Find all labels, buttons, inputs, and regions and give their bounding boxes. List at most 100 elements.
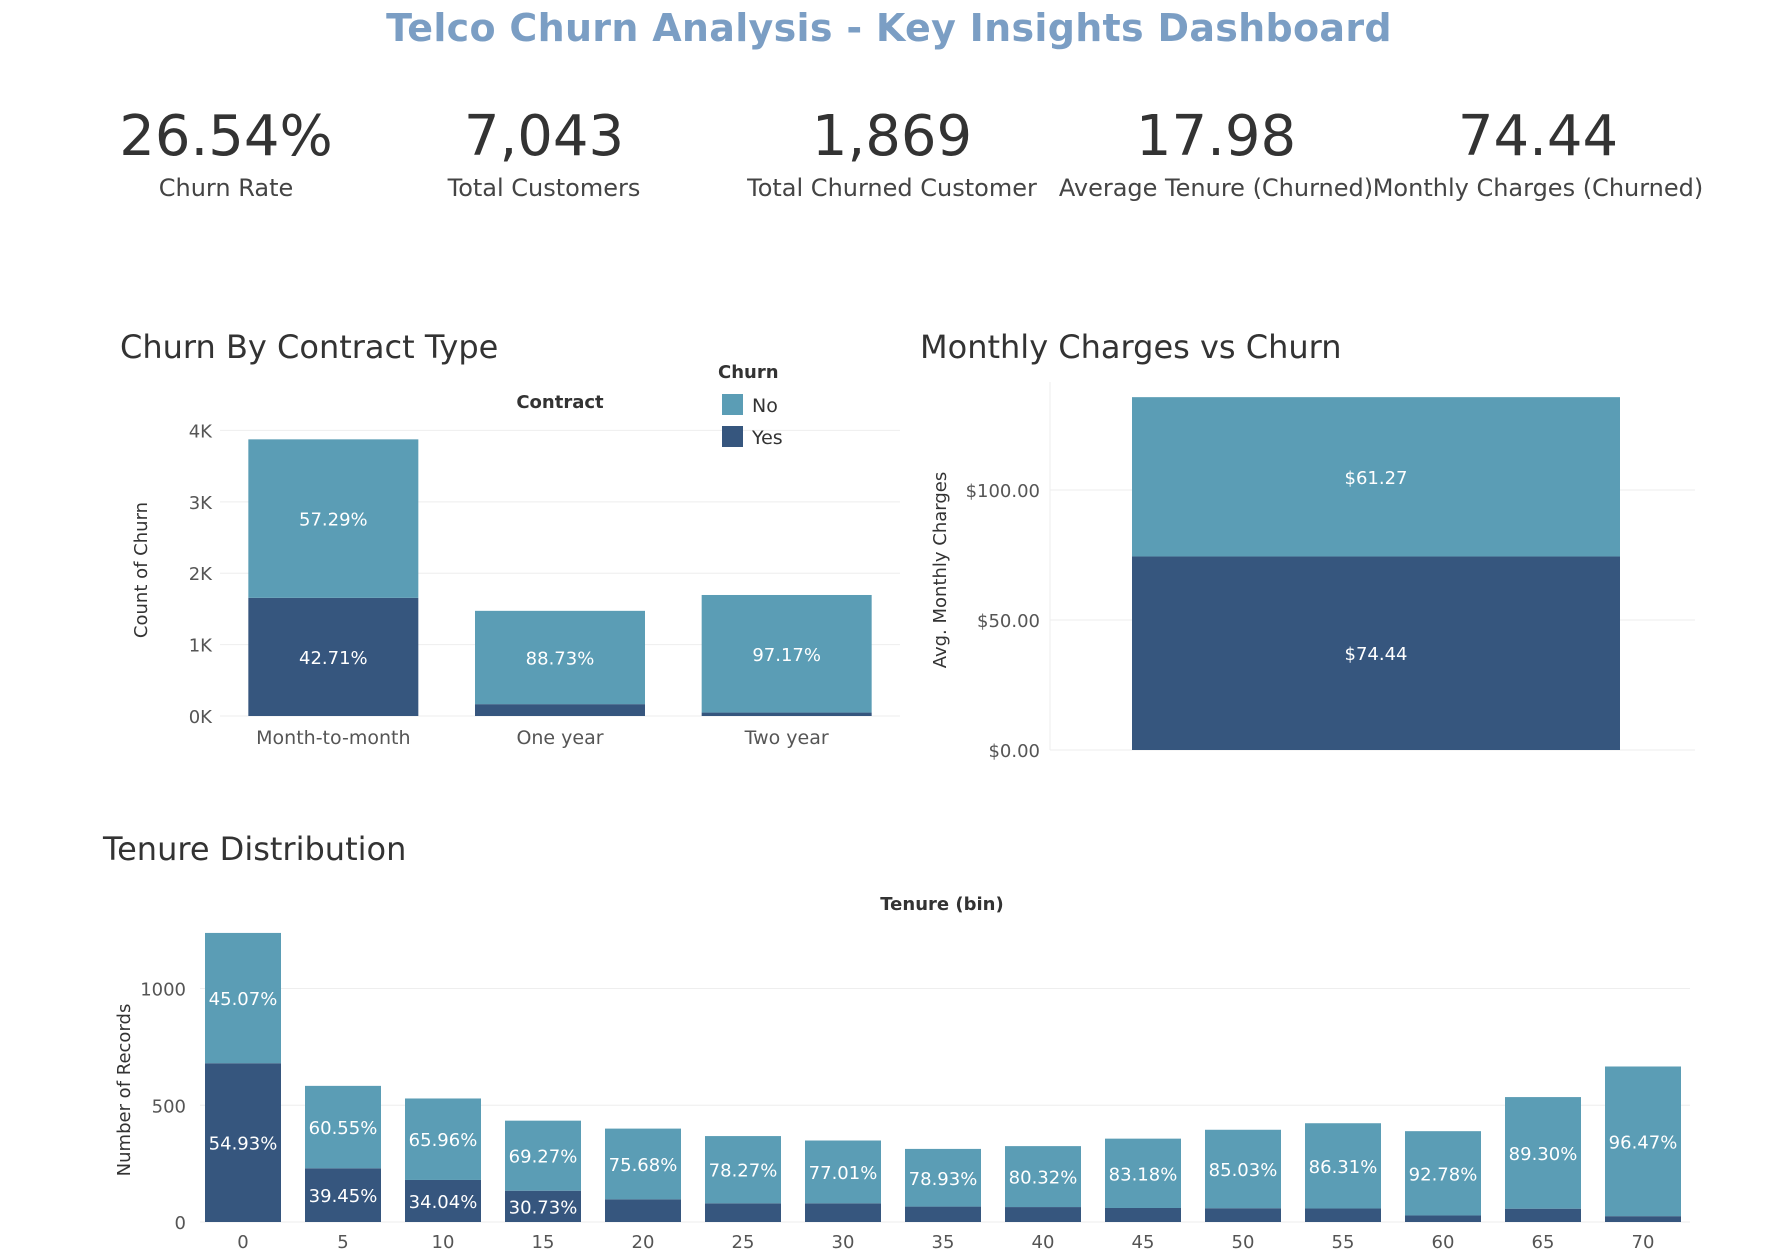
y-tick-label: 4K bbox=[189, 421, 213, 442]
data-label-no: 57.29% bbox=[299, 510, 368, 531]
bar-yes bbox=[605, 1199, 681, 1222]
bar-no bbox=[475, 610, 645, 705]
bar-yes bbox=[1105, 1207, 1181, 1222]
bar-no bbox=[701, 594, 872, 713]
bar-yes bbox=[1205, 1208, 1281, 1222]
y-axis-label: Avg. Monthly Charges bbox=[930, 472, 951, 669]
data-label-yes: 30.73% bbox=[509, 1197, 578, 1218]
data-label-no: 80.32% bbox=[1009, 1168, 1078, 1189]
data-label-no: 78.27% bbox=[709, 1161, 778, 1182]
column-header: Tenure (bin) bbox=[880, 894, 1003, 915]
kpi-churn-rate: 26.54% Churn Rate bbox=[56, 104, 396, 202]
data-label-no: 69.27% bbox=[509, 1147, 578, 1168]
y-tick-label: $100.00 bbox=[966, 481, 1040, 502]
data-label-no: 83.18% bbox=[1109, 1164, 1178, 1185]
bar-no bbox=[248, 439, 419, 598]
bar-yes bbox=[1605, 1216, 1681, 1222]
bar-no bbox=[705, 1136, 781, 1204]
bar-no bbox=[1505, 1097, 1581, 1209]
x-tick-label: 65 bbox=[1532, 1232, 1555, 1252]
bar-yes bbox=[248, 597, 419, 716]
bar-yes bbox=[1305, 1208, 1381, 1222]
y-tick-label: 2K bbox=[189, 564, 213, 585]
y-tick-label: 0K bbox=[189, 707, 213, 728]
kpi-value: 26.54% bbox=[119, 104, 333, 169]
bar-no bbox=[305, 1085, 381, 1169]
bar-no bbox=[1005, 1146, 1081, 1208]
bar-yes bbox=[305, 1168, 381, 1222]
kpi-total-churned: 1,869 Total Churned Customer bbox=[722, 104, 1062, 202]
y-axis-label: Count of Churn bbox=[131, 502, 152, 638]
bar-no bbox=[205, 932, 281, 1064]
kpi-monthly-charges: 74.44 Monthly Charges (Churned) bbox=[1368, 104, 1708, 202]
data-label-yes: 34.04% bbox=[409, 1192, 478, 1213]
x-tick-label: 10 bbox=[432, 1232, 455, 1252]
x-tick-label: 20 bbox=[632, 1232, 655, 1252]
y-tick-label: $0.00 bbox=[988, 741, 1040, 762]
y-tick-label: $50.00 bbox=[977, 611, 1040, 632]
bar-no bbox=[605, 1128, 681, 1200]
kpi-value: 7,043 bbox=[463, 104, 625, 169]
data-label-no: 85.03% bbox=[1209, 1160, 1278, 1181]
data-label-yes: 39.45% bbox=[309, 1186, 378, 1207]
bar-no bbox=[1105, 1138, 1181, 1208]
legend-title: Churn bbox=[718, 362, 779, 383]
data-label-no: 78.93% bbox=[909, 1169, 978, 1190]
bar-yes bbox=[705, 1203, 781, 1222]
x-tick-label: 25 bbox=[732, 1232, 755, 1252]
data-label-yes: $74.44 bbox=[1345, 644, 1408, 665]
data-label-no: 89.30% bbox=[1509, 1144, 1578, 1165]
x-tick-label: 30 bbox=[832, 1232, 855, 1252]
bar-no bbox=[1405, 1131, 1481, 1216]
data-label-no: 97.17% bbox=[752, 645, 821, 666]
x-tick-label: 15 bbox=[532, 1232, 555, 1252]
y-tick-label: 1K bbox=[189, 636, 213, 657]
y-tick-label: 0 bbox=[175, 1213, 186, 1234]
dashboard-title: Telco Churn Analysis - Key Insights Dash… bbox=[386, 6, 1392, 50]
bar-no bbox=[905, 1148, 981, 1207]
x-tick-label: 35 bbox=[932, 1232, 955, 1252]
data-label-yes: 42.71% bbox=[299, 648, 368, 669]
x-tick-label: 0 bbox=[237, 1232, 248, 1252]
bar-yes bbox=[205, 1063, 281, 1222]
kpi-label: Churn Rate bbox=[158, 174, 294, 202]
bar-yes bbox=[1132, 556, 1620, 750]
y-tick-label: 500 bbox=[152, 1096, 186, 1117]
bar-no bbox=[1605, 1066, 1681, 1217]
x-tick-label: 40 bbox=[1032, 1232, 1055, 1252]
legend-swatch-yes bbox=[722, 426, 743, 447]
x-tick-label: 50 bbox=[1232, 1232, 1255, 1252]
contract-chart: 0K 1K 2K 3K 4K Count of Churn Contract 42.71% 57… bbox=[131, 362, 900, 749]
kpi-value: 74.44 bbox=[1457, 104, 1619, 169]
data-label-no: 96.47% bbox=[1609, 1132, 1678, 1153]
bar-yes bbox=[905, 1206, 981, 1222]
bar-yes bbox=[1505, 1208, 1581, 1222]
x-tick-label: Month-to-month bbox=[256, 727, 410, 749]
x-tick-label: 60 bbox=[1432, 1232, 1455, 1252]
data-label-no: 77.01% bbox=[809, 1163, 878, 1184]
bar-yes bbox=[805, 1203, 881, 1222]
data-label-no: 86.31% bbox=[1309, 1157, 1378, 1178]
x-tick-label: 45 bbox=[1132, 1232, 1155, 1252]
data-label-no: 45.07% bbox=[209, 989, 278, 1010]
data-label-no: 75.68% bbox=[609, 1155, 678, 1176]
bar-no bbox=[505, 1120, 581, 1191]
bar-yes bbox=[701, 712, 872, 716]
kpi-label: Monthly Charges (Churned) bbox=[1372, 174, 1704, 202]
legend-label-yes: Yes bbox=[751, 427, 783, 449]
legend-swatch-no bbox=[722, 394, 743, 415]
x-tick-label: 70 bbox=[1632, 1232, 1655, 1252]
y-tick-label: 1000 bbox=[140, 980, 186, 1001]
contract-chart-title: Churn By Contract Type bbox=[120, 328, 499, 366]
kpi-value: 1,869 bbox=[811, 104, 973, 169]
y-tick-label: 3K bbox=[189, 493, 213, 514]
x-tick-label: 5 bbox=[337, 1232, 348, 1252]
x-tick-label: 55 bbox=[1332, 1232, 1355, 1252]
bar-yes bbox=[405, 1179, 481, 1222]
bar-yes bbox=[1005, 1207, 1081, 1222]
tenure-chart-title: Tenure Distribution bbox=[103, 830, 407, 868]
column-header: Contract bbox=[516, 392, 604, 413]
bar-yes bbox=[1405, 1215, 1481, 1222]
legend-label-no: No bbox=[752, 395, 778, 417]
